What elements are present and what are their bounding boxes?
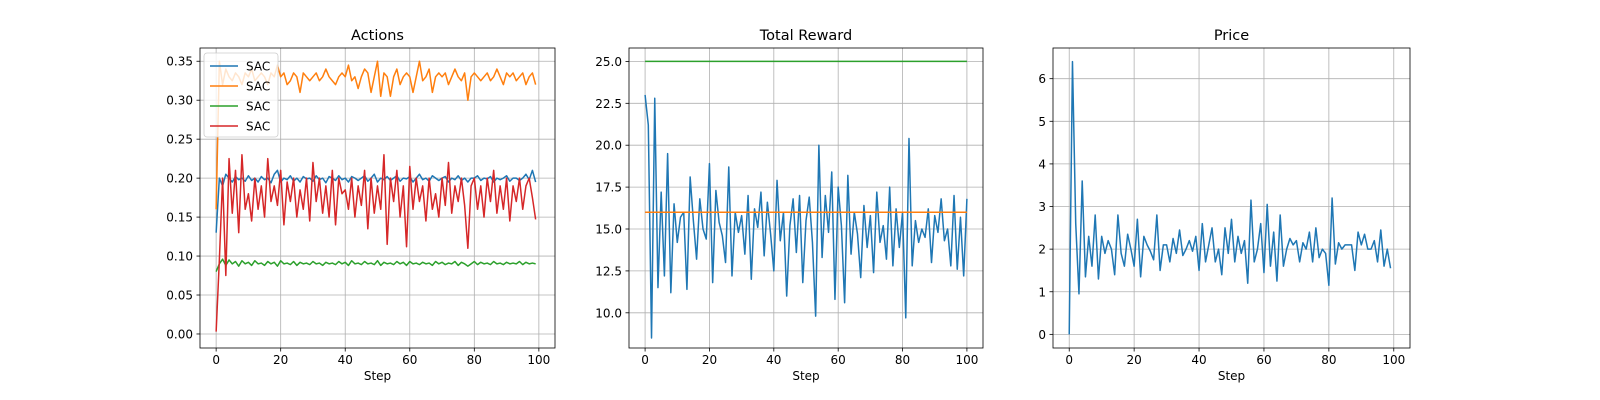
legend-box	[203, 52, 279, 138]
y-tick-label: 25.0	[595, 55, 622, 69]
y-tick-label: 3	[1038, 200, 1046, 214]
y-tick-label: 0.05	[166, 289, 193, 303]
x-tick-label: 100	[527, 353, 550, 367]
y-tick-label: 15.0	[595, 223, 622, 237]
subplot-price: 0 20 40 60 80 100 0 1 2 3 4 5 6 Price Step	[1038, 28, 1411, 383]
x-tick-label: 60	[1256, 353, 1271, 367]
x-tick-label: 0	[641, 353, 649, 367]
series-line-3	[215, 154, 537, 332]
x-tick-label: 20	[1126, 353, 1141, 367]
y-tick-label: 0	[1038, 328, 1046, 342]
axes-frame	[199, 47, 556, 349]
y-tick-label: 17.5	[595, 181, 622, 195]
x-axis-label: Step	[364, 369, 391, 383]
x-tick-label: 60	[831, 353, 846, 367]
x-tick-label: 100	[955, 353, 978, 367]
axes-frame	[1052, 47, 1411, 349]
x-tick-label: 20	[273, 353, 288, 367]
y-tick-label: 5	[1038, 115, 1046, 129]
legend-entry-label: SAC	[246, 100, 270, 114]
legend-entry-label: SAC	[246, 60, 270, 74]
x-tick-label: 40	[766, 353, 781, 367]
x-tick-label: 40	[338, 353, 353, 367]
series-line-0	[1068, 60, 1392, 335]
legend-entry-label: SAC	[246, 80, 270, 94]
x-axis-label: Step	[792, 369, 819, 383]
y-tick-label: 4	[1038, 157, 1046, 171]
y-tick-label: 0.00	[166, 327, 193, 341]
x-tick-label: 0	[212, 353, 220, 367]
y-tick-label: 20.0	[595, 139, 622, 153]
x-tick-label: 20	[702, 353, 717, 367]
x-tick-label: 80	[895, 353, 910, 367]
y-tick-label: 12.5	[595, 264, 622, 278]
y-tick-label: 6	[1038, 72, 1046, 86]
series-line-0	[644, 94, 968, 339]
y-tick-label: 1	[1038, 285, 1046, 299]
y-tick-label: 0.10	[166, 250, 193, 264]
y-tick-label: 0.30	[166, 94, 193, 108]
y-tick-label: 0.15	[166, 211, 193, 225]
subplot-total-reward: 0 20 40 60 80 100 10.0 12.5 15.0 17.5 20.0 22.5 25.0…	[595, 28, 984, 383]
legend: SAC SAC SAC SAC	[203, 52, 279, 138]
x-tick-label: 40	[1191, 353, 1206, 367]
x-tick-label: 60	[402, 353, 417, 367]
subplot-title: Total Reward	[759, 28, 852, 44]
y-tick-label: 22.5	[595, 97, 622, 111]
legend-entry-label: SAC	[246, 120, 270, 134]
y-tick-label: 0.35	[166, 55, 193, 69]
x-tick-label: 0	[1065, 353, 1073, 367]
y-tick-label: 0.25	[166, 133, 193, 147]
y-tick-label: 2	[1038, 243, 1046, 257]
subplot-title: Price	[1214, 28, 1249, 44]
subplot-title: Actions	[351, 28, 404, 44]
y-tick-label: 10.0	[595, 306, 622, 320]
x-tick-label: 100	[1382, 353, 1405, 367]
y-tick-label: 0.20	[166, 172, 193, 186]
x-axis-label: Step	[1218, 369, 1245, 383]
subplot-actions: 0 20 40 60 80 100 0.00 0.05 0.10 0.15 0.20 0.25 0.30…	[166, 28, 556, 383]
x-tick-label: 80	[1321, 353, 1336, 367]
series-line-2	[215, 258, 536, 272]
x-tick-label: 80	[467, 353, 482, 367]
axes-frame	[628, 47, 984, 349]
